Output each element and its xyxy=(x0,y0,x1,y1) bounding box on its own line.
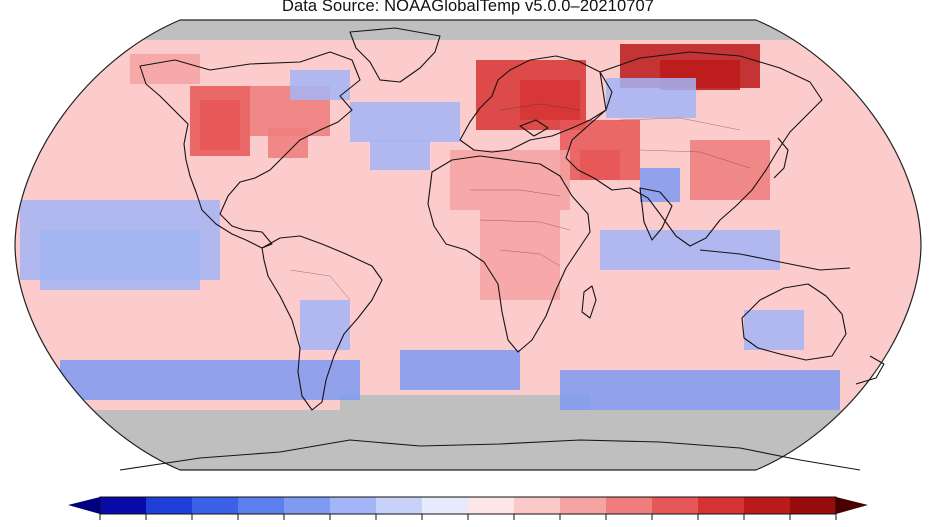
anomaly-central-asia-cold xyxy=(606,78,696,118)
country-borders xyxy=(289,103,751,301)
colorbar-segment xyxy=(146,497,193,514)
anomaly-china xyxy=(690,140,770,200)
japan-outline xyxy=(773,137,789,179)
asia-outline xyxy=(565,51,823,247)
anomaly-southern-ocean-cold xyxy=(400,350,520,390)
anomaly-alaska xyxy=(130,54,200,84)
anomaly-southern-ocean-cold xyxy=(560,370,840,410)
colorbar-segment xyxy=(514,497,561,514)
india-outline xyxy=(639,187,673,241)
anomaly-europe xyxy=(520,80,580,120)
colorbar-segment xyxy=(376,497,423,514)
anomaly-pacific-equatorial-cold xyxy=(40,230,200,290)
australia-outline xyxy=(741,283,847,361)
anomaly-india-cold xyxy=(640,168,680,202)
north-america-outline xyxy=(139,51,361,249)
colorbar-segment xyxy=(744,497,791,514)
colorbar-segment xyxy=(100,497,147,514)
colorbar-segments xyxy=(100,497,837,514)
colorbar-segment xyxy=(790,497,837,514)
southern-missing-data xyxy=(340,395,590,415)
colorbar-segment xyxy=(468,497,515,514)
greenland-outline xyxy=(349,27,441,83)
anomaly-south-america-cold xyxy=(300,300,350,350)
anomaly-atlantic-north-cold xyxy=(350,102,460,142)
globe-outline xyxy=(14,19,922,471)
anomaly-pacific-equatorial-cold xyxy=(600,230,780,270)
south-america-outline xyxy=(261,235,383,411)
anomaly-greenland-south xyxy=(290,70,350,100)
anomaly-africa xyxy=(450,150,570,210)
colorbar-ticks xyxy=(99,514,837,520)
colorbar-segment xyxy=(698,497,745,514)
anomaly-middle-east xyxy=(580,150,620,180)
arctic-missing-data xyxy=(15,20,921,40)
colorbar-segment xyxy=(560,497,607,514)
colorbar-segment xyxy=(652,497,699,514)
africa-outline xyxy=(427,155,591,353)
colorbar xyxy=(68,496,868,520)
map-title: Data Source: NOAAGlobalTemp v5.0.0–20210… xyxy=(281,0,655,15)
world-temperature-map xyxy=(14,19,922,471)
colorbar-segment xyxy=(284,497,331,514)
new-zealand-outline xyxy=(855,355,885,385)
anomaly-grid xyxy=(20,44,840,410)
anomaly-atlantic-north-cold xyxy=(370,140,430,170)
colorbar-low-extend xyxy=(68,497,100,514)
continent-outlines xyxy=(119,27,885,471)
madagascar-outline xyxy=(581,285,597,319)
europe-outline xyxy=(459,55,613,153)
colorbar-segment xyxy=(238,497,285,514)
colorbar-high-extend xyxy=(836,497,868,514)
anomaly-north-america-west xyxy=(200,100,240,150)
anomaly-southern-ocean-cold xyxy=(60,360,360,400)
anomaly-australia-cold xyxy=(744,310,804,350)
colorbar-segment xyxy=(330,497,377,514)
anomaly-north-america-east xyxy=(268,128,308,158)
indonesia-outline xyxy=(699,249,851,271)
colorbar-segment xyxy=(192,497,239,514)
colorbar-segment xyxy=(422,497,469,514)
black-sea-outline xyxy=(519,119,549,137)
antarctica-outline xyxy=(119,439,861,471)
colorbar-segment xyxy=(606,497,653,514)
anomaly-africa xyxy=(480,210,560,300)
antarctic-missing-data xyxy=(15,410,921,470)
